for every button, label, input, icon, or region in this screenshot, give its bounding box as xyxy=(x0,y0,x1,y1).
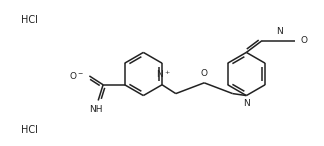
Text: $\mathregular{N^+}$: $\mathregular{N^+}$ xyxy=(156,68,170,80)
Text: N: N xyxy=(276,27,283,36)
Text: HCl: HCl xyxy=(20,15,38,25)
Text: O: O xyxy=(201,69,208,78)
Text: HCl: HCl xyxy=(20,125,38,135)
Text: O: O xyxy=(300,36,307,45)
Text: $\mathregular{O^-}$: $\mathregular{O^-}$ xyxy=(69,70,85,81)
Text: N: N xyxy=(243,99,250,108)
Text: NH: NH xyxy=(89,105,103,114)
